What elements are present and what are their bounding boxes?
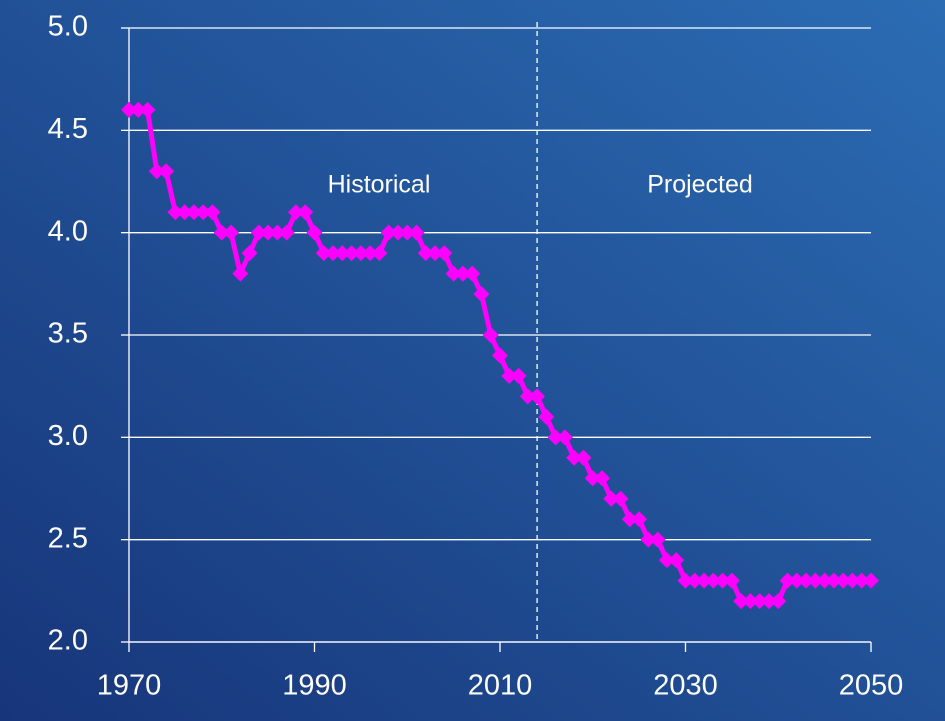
marker [287, 204, 304, 221]
marker [584, 470, 601, 487]
marker [250, 224, 267, 241]
marker [863, 572, 879, 589]
marker [612, 490, 629, 507]
marker [714, 572, 731, 589]
marker [334, 245, 351, 262]
marker [343, 245, 360, 262]
marker [631, 511, 648, 528]
y-tick-label: 3.0 [48, 420, 88, 452]
marker [269, 224, 286, 241]
marker [853, 572, 870, 589]
marker [835, 572, 852, 589]
marker [594, 470, 611, 487]
marker [213, 224, 230, 241]
marker [705, 572, 722, 589]
marker [492, 347, 508, 364]
marker [408, 224, 425, 241]
marker [566, 449, 583, 466]
marker [427, 245, 444, 262]
marker [779, 572, 796, 589]
marker [529, 388, 546, 405]
marker [770, 593, 787, 610]
marker [825, 572, 842, 589]
marker [232, 265, 249, 282]
marker [816, 572, 833, 589]
marker [445, 265, 462, 282]
marker [176, 204, 193, 221]
marker [677, 572, 694, 589]
marker [297, 204, 314, 221]
marker [603, 490, 620, 507]
marker [658, 552, 675, 569]
x-tick-label: 2050 [839, 670, 904, 702]
marker [751, 593, 768, 610]
marker [121, 101, 137, 118]
marker [788, 572, 805, 589]
marker [204, 204, 221, 221]
marker [380, 224, 397, 241]
marker [130, 101, 147, 118]
marker [760, 593, 777, 610]
marker [482, 327, 499, 343]
marker [148, 163, 165, 180]
marker [556, 429, 573, 446]
marker [696, 572, 713, 589]
marker [306, 224, 323, 241]
marker [167, 204, 184, 221]
x-tick-label: 1970 [97, 670, 162, 702]
marker [649, 531, 666, 548]
marker [399, 224, 416, 241]
marker [315, 245, 332, 262]
marker [389, 224, 406, 241]
marker [195, 204, 212, 221]
marker [371, 245, 388, 262]
marker [844, 572, 861, 589]
marker [223, 224, 240, 241]
marker [185, 204, 202, 221]
x-tick-label: 2010 [468, 670, 533, 702]
marker [464, 265, 481, 282]
y-tick-label: 3.5 [48, 318, 88, 350]
marker [325, 245, 342, 262]
marker [510, 367, 527, 384]
marker [723, 572, 740, 589]
marker [473, 286, 490, 303]
marker [417, 245, 434, 262]
marker [640, 531, 657, 548]
marker [686, 572, 703, 589]
marker [519, 388, 536, 405]
marker [352, 245, 369, 262]
marker [742, 593, 759, 610]
y-tick-label: 2.0 [48, 625, 88, 657]
marker [798, 572, 815, 589]
x-tick-label: 2030 [653, 670, 718, 702]
y-tick-label: 4.0 [48, 215, 88, 247]
marker [454, 265, 471, 282]
y-tick-label: 2.5 [48, 522, 88, 554]
marker [621, 511, 638, 528]
y-tick-label: 4.5 [48, 113, 88, 145]
annotation: Projected [647, 171, 753, 199]
marker [278, 224, 295, 241]
x-tick-label: 1990 [282, 670, 347, 702]
marker [436, 245, 453, 262]
marker [575, 449, 592, 466]
marker [733, 593, 750, 610]
y-tick-label: 5.0 [48, 11, 88, 43]
marker [807, 572, 824, 589]
annotation: Historical [328, 171, 431, 199]
marker [538, 408, 555, 425]
marker [241, 245, 258, 262]
marker [501, 367, 518, 384]
marker [139, 101, 156, 118]
marker [547, 429, 564, 446]
marker [260, 224, 277, 241]
marker [158, 163, 175, 180]
marker [362, 245, 379, 262]
marker [668, 552, 685, 569]
